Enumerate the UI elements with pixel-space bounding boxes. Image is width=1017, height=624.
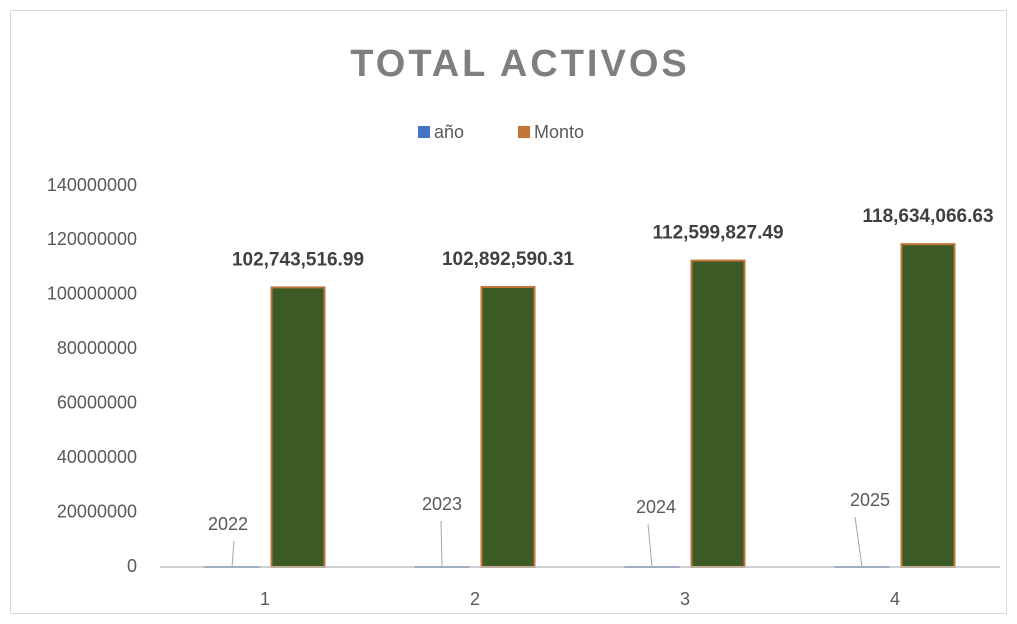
legend-label: Monto	[534, 122, 584, 142]
data-label: 102,892,590.31	[442, 249, 575, 270]
y-tick-label: 60000000	[57, 392, 137, 412]
data-label: 118,634,066.63	[862, 206, 993, 227]
leader-line	[647, 523, 653, 568]
y-tick-label: 140000000	[47, 175, 137, 195]
data-label: 2023	[422, 494, 462, 514]
y-tick-label: 120000000	[47, 229, 137, 249]
data-label: 2025	[850, 490, 890, 510]
y-tick-label: 40000000	[57, 447, 137, 467]
y-tick-label: 20000000	[57, 501, 137, 521]
bar	[270, 286, 326, 568]
bar	[690, 259, 746, 568]
legend-swatch	[518, 126, 530, 138]
bar	[900, 243, 956, 568]
x-tick-label: 1	[260, 589, 270, 609]
y-tick-label: 80000000	[57, 338, 137, 358]
data-label: 2024	[636, 497, 676, 517]
leader-line	[440, 520, 443, 568]
legend-label: año	[434, 122, 464, 142]
x-tick-label: 4	[890, 589, 900, 609]
chart-title: TOTAL ACTIVOS	[350, 43, 690, 85]
leader-line	[854, 516, 863, 568]
legend-swatch	[418, 126, 430, 138]
data-label: 102,743,516.99	[232, 249, 364, 270]
x-tick-label: 2	[470, 589, 480, 609]
y-tick-label: 100000000	[47, 284, 137, 304]
data-label: 2022	[208, 514, 248, 534]
leader-line	[231, 540, 235, 568]
x-tick-label: 3	[680, 589, 690, 609]
data-label: 112,599,827.49	[652, 223, 783, 244]
y-tick-label: 0	[127, 556, 137, 576]
bar	[480, 285, 536, 568]
